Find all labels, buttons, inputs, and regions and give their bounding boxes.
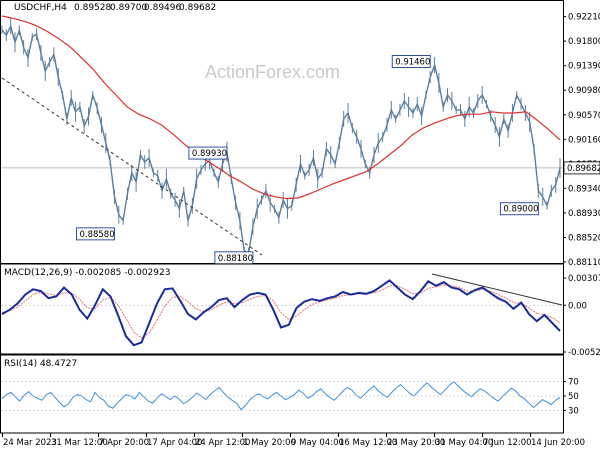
rsi-y-tick-label: 50 bbox=[568, 392, 579, 402]
price-label-text: 0.91460 bbox=[395, 57, 430, 67]
x-tick-label: 31 May 04:00 bbox=[435, 438, 493, 448]
macd-panel: MACD(12,26,9) -0.002085 -0.002923 0.0030… bbox=[0, 263, 600, 358]
price-label-box bbox=[391, 55, 431, 68]
rsi-title: RSI(14) 48.4727 bbox=[4, 359, 77, 369]
macd-signal-line bbox=[1, 284, 561, 339]
price-label-text: 0.88180 bbox=[218, 254, 253, 264]
macd-y-axis: 0.003076 0.00 -0.005268 bbox=[563, 274, 600, 358]
x-tick-label: 7 Apr 20:00 bbox=[99, 438, 149, 448]
main-y-tick-label: 0.90980 bbox=[568, 86, 600, 96]
header-close: 0.89682 bbox=[179, 3, 216, 13]
macd-y-tick-label: -0.005268 bbox=[568, 348, 600, 358]
dashed-trendline bbox=[1, 77, 263, 256]
current-price-tag bbox=[563, 161, 600, 175]
price-label-text: 0.88580 bbox=[79, 230, 114, 240]
header-high: 0.89700 bbox=[110, 3, 147, 13]
macd-trendline bbox=[431, 273, 563, 306]
main-y-tick-label: 0.88930 bbox=[568, 209, 600, 219]
price-line bbox=[1, 24, 561, 255]
ma-line bbox=[1, 15, 561, 200]
current-price-label: 0.89682 bbox=[567, 164, 600, 174]
x-tick-label: 17 Apr 04:00 bbox=[147, 438, 202, 448]
price-series bbox=[1, 18, 561, 260]
header-symbol: USDCHF,H4 bbox=[14, 3, 67, 13]
main-y-tick-label: 0.88110 bbox=[568, 258, 600, 268]
x-tick-label: 1 May 20:00 bbox=[243, 438, 296, 448]
header-line: USDCHF,H4 0.89528 0.89700 0.89496 0.8968… bbox=[14, 3, 216, 13]
rsi-panel: RSI(14) 48.4727 70 50 30 bbox=[0, 354, 579, 434]
x-tick-label: 7 Jun 12:00 bbox=[483, 438, 532, 448]
x-tick-label: 23 May 20:00 bbox=[387, 438, 445, 448]
rsi-y-axis: 70 50 30 bbox=[1, 378, 579, 416]
x-tick-label: 24 Mar 2023 bbox=[3, 438, 57, 448]
x-tick-label: 24 Apr 12:00 bbox=[195, 438, 250, 448]
macd-y-tick-label: 0.003076 bbox=[568, 274, 600, 284]
macd-y-tick-label: 0.00 bbox=[568, 301, 587, 311]
main-y-tick-label: 0.91390 bbox=[568, 62, 600, 72]
rsi-y-tick-label: 70 bbox=[568, 378, 579, 388]
main-y-tick-label: 0.90570 bbox=[568, 111, 600, 121]
macd-series bbox=[1, 279, 563, 347]
main-y-tick-label: 0.88520 bbox=[568, 233, 600, 243]
x-tick-label: 31 Mar 12:00 bbox=[51, 438, 108, 448]
watermark-text: ActionForex.com bbox=[205, 62, 340, 82]
price-label-box bbox=[188, 146, 228, 160]
main-y-tick-label: 0.92210 bbox=[568, 13, 600, 23]
x-tick-label: 14 Jun 20:00 bbox=[531, 438, 585, 448]
main-y-tick-label: 0.91800 bbox=[568, 37, 600, 47]
x-tick-label: 9 May 04:00 bbox=[291, 438, 344, 448]
price-labels: 0.91460 0.89930 0.88580 0.88180 0.89000 bbox=[76, 55, 539, 265]
main-panel: ActionForex.com USDCHF,H4 0.89528 0.8970… bbox=[0, 0, 600, 268]
price-label-text: 0.89930 bbox=[192, 149, 227, 159]
trendline bbox=[1, 77, 263, 256]
moving-average-series bbox=[1, 15, 561, 200]
rsi-panel-border bbox=[0, 354, 564, 434]
price-label-box bbox=[499, 202, 539, 216]
main-y-tick-label: 0.90160 bbox=[568, 135, 600, 145]
main-y-tick-label: 0.89340 bbox=[568, 184, 600, 194]
main-panel-border bbox=[0, 0, 564, 264]
x-tick-label: 16 May 12:00 bbox=[339, 438, 397, 448]
macd-trendline-segment bbox=[431, 273, 563, 306]
header-open: 0.89528 bbox=[74, 3, 111, 13]
price-label-text: 0.89000 bbox=[503, 205, 538, 215]
price-label-box bbox=[76, 227, 115, 241]
macd-title: MACD(12,26,9) -0.002085 -0.002923 bbox=[4, 268, 170, 278]
macd-line bbox=[1, 279, 561, 347]
main-y-axis: 0.92210 0.91800 0.91390 0.90980 0.90570 0.901… bbox=[563, 13, 600, 268]
rsi-y-tick-label: 30 bbox=[568, 406, 579, 416]
header-low: 0.89496 bbox=[144, 3, 181, 13]
